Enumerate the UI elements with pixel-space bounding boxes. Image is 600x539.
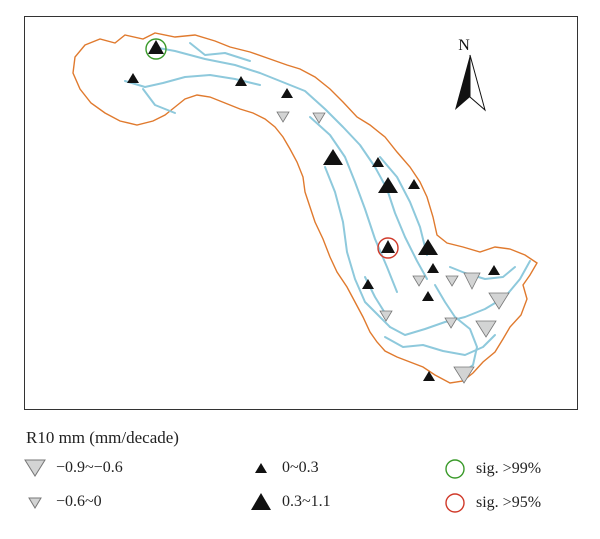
station-marker	[235, 76, 247, 86]
station-marker	[427, 263, 439, 273]
river-west-branch	[124, 74, 261, 88]
legend-item-sig99: sig. >99%	[444, 458, 541, 480]
legend-label: 0~0.3	[282, 459, 319, 476]
river-west-central	[324, 166, 391, 328]
river-southeast-branch	[434, 284, 478, 376]
significance-ring-95	[377, 237, 399, 259]
river-east-branch	[449, 266, 516, 280]
legend-label: −0.6~0	[56, 493, 102, 510]
station-marker	[362, 279, 374, 289]
significance-ring-99	[145, 38, 167, 60]
north-label: N	[458, 37, 470, 54]
station-marker	[444, 317, 458, 329]
station-marker	[475, 320, 497, 338]
station-marker	[148, 40, 164, 54]
legend-label: sig. >95%	[476, 494, 542, 511]
river-southern-main	[389, 260, 531, 336]
legend-item-sig95: sig. >95%	[444, 492, 541, 514]
triangle-up-small-icon	[255, 463, 267, 473]
station-marker	[422, 291, 434, 301]
legend-label: 0.3~1.1	[282, 493, 331, 510]
station-marker	[453, 366, 475, 384]
station-marker	[408, 179, 420, 189]
stations	[127, 38, 510, 384]
station-marker	[463, 272, 481, 290]
triangle-down-large-icon	[24, 459, 46, 477]
triangle-down-small-icon	[28, 497, 42, 509]
legend-item-large-down: −0.9~−0.6	[24, 458, 123, 478]
station-marker	[381, 240, 395, 253]
basin-map: N	[72, 32, 538, 384]
station-marker	[323, 149, 343, 165]
station-marker	[412, 275, 426, 287]
legend-item-small-down: −0.6~0	[24, 492, 102, 512]
station-marker	[281, 88, 293, 98]
river-north-tributary	[189, 42, 251, 62]
main-river-upper	[152, 46, 428, 280]
river-northwest-tributary	[142, 88, 176, 114]
river-south-loop	[384, 334, 496, 356]
legend-label: sig. >99%	[476, 460, 542, 477]
north-arrow-right-half	[469, 54, 486, 112]
river-network	[124, 42, 531, 376]
north-arrow: N	[455, 37, 486, 112]
station-marker	[312, 112, 326, 124]
river-middle-tributary	[309, 116, 398, 293]
station-marker	[372, 157, 384, 167]
legend: R10 mm (mm/decade) −0.9~−0.6 −0.6~0 0~0.…	[24, 420, 584, 530]
circle-red-icon	[445, 493, 465, 513]
station-marker	[423, 371, 435, 381]
north-arrow-left-half	[455, 55, 470, 110]
circle-green-icon	[445, 459, 465, 479]
legend-item-large-up: 0.3~1.1	[250, 492, 331, 512]
station-marker	[418, 239, 438, 255]
station-marker	[127, 73, 139, 83]
legend-label: −0.9~−0.6	[56, 459, 123, 476]
station-marker	[378, 177, 398, 193]
legend-title: R10 mm (mm/decade)	[26, 428, 179, 447]
map-frame: N	[24, 16, 578, 410]
station-marker	[488, 265, 500, 275]
legend-item-small-up: 0~0.3	[250, 458, 319, 478]
station-marker	[488, 292, 510, 310]
triangle-up-large-icon	[251, 493, 271, 510]
station-marker	[379, 310, 393, 322]
station-marker	[276, 111, 290, 123]
basin-boundary	[72, 32, 538, 384]
river-east-tributary	[379, 156, 428, 256]
station-marker	[445, 275, 459, 287]
